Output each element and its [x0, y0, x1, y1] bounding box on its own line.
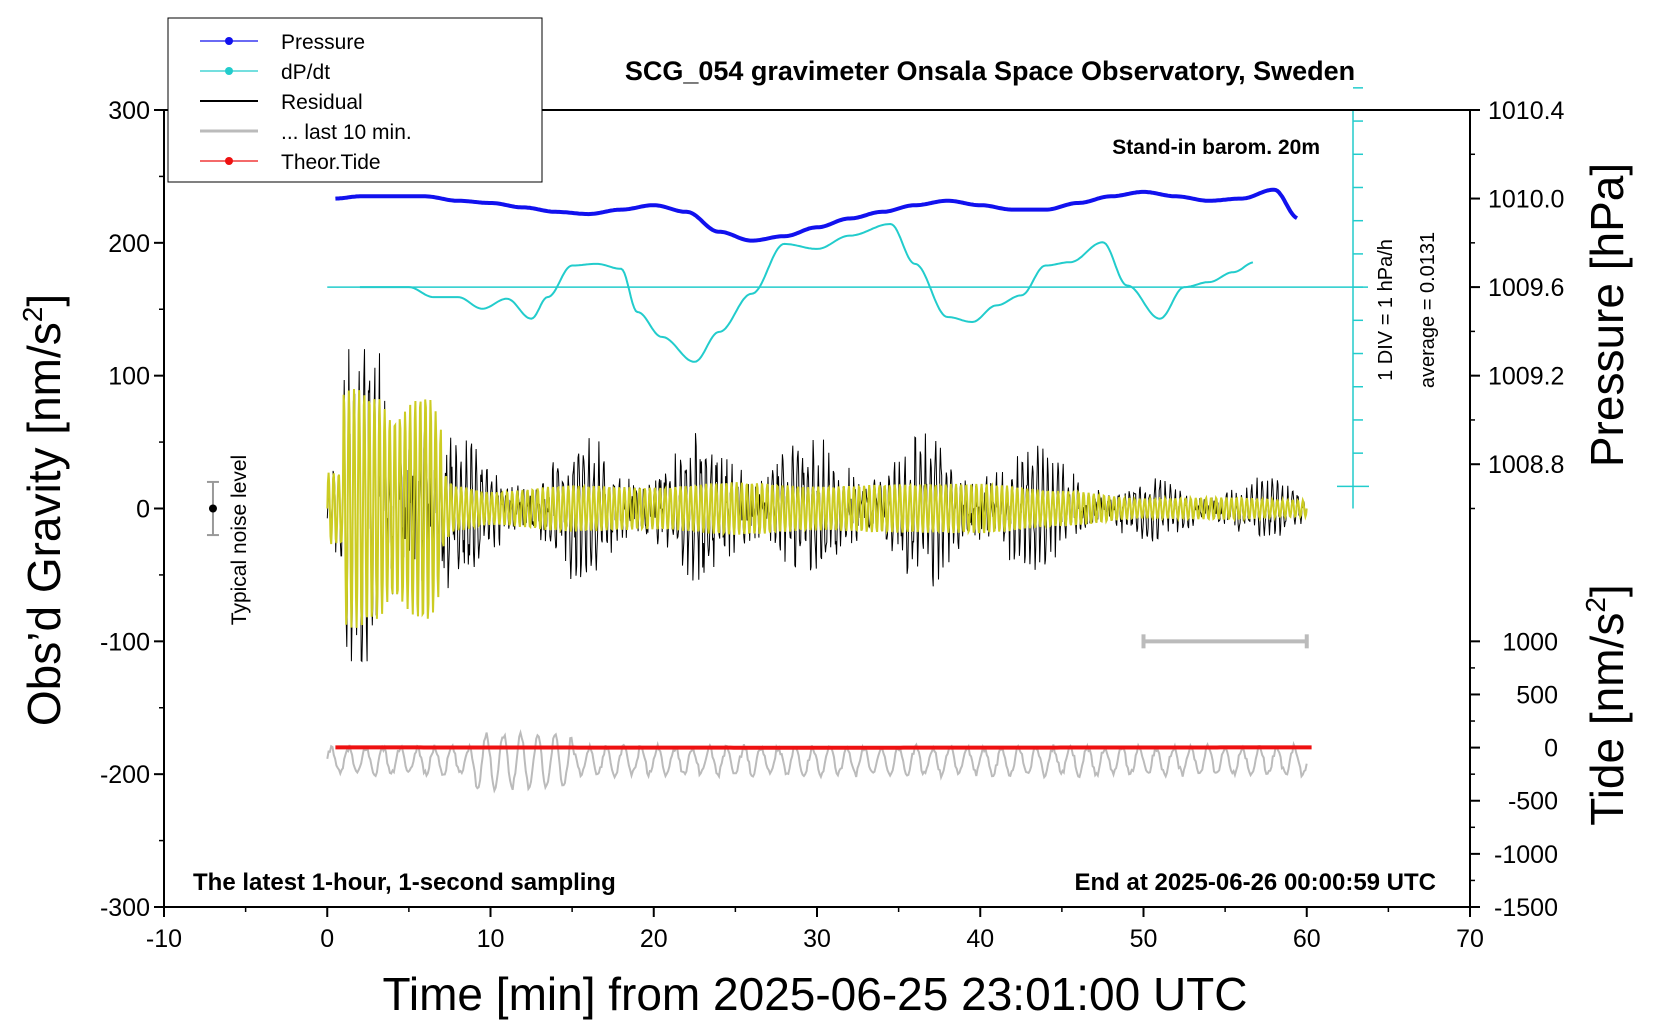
- last10-line: [327, 733, 1306, 791]
- y-tick-label: 0: [136, 496, 150, 524]
- tide-axis-label-sup: 2: [1580, 597, 1611, 613]
- residual-filtered-line: [327, 389, 1306, 628]
- tide-axis-label-close: ]: [1581, 584, 1633, 597]
- div-annotation: 1 DIV = 1 hPa/h: [1375, 239, 1397, 381]
- dpdt-line: [360, 224, 1253, 362]
- pressure-tick-label: 1010.4: [1488, 97, 1565, 125]
- y-tick-label: -300: [100, 894, 150, 922]
- legend-label: ... last 10 min.: [281, 121, 412, 144]
- noise-annotation: Typical noise level: [228, 455, 251, 625]
- tide-tick-label: -1500: [1494, 894, 1558, 922]
- tide-tick-label: 0: [1544, 735, 1558, 763]
- tide-axis-label: Tide [nm/s2]: [1580, 584, 1633, 825]
- tide-tick-label: 500: [1516, 681, 1558, 709]
- legend-marker: [225, 37, 233, 45]
- x-tick-label: 20: [640, 925, 668, 953]
- x-tick-label: 60: [1293, 925, 1321, 953]
- y-axis-label-sup: 2: [17, 307, 48, 323]
- stand-in-annotation: Stand-in barom. 20m: [1112, 136, 1320, 159]
- pressure-axis-label: Pressure [hPa]: [1581, 163, 1633, 467]
- pressure-tick-label: 1009.2: [1488, 363, 1564, 391]
- tide-tick-label: 1000: [1502, 628, 1558, 656]
- legend-label: dP/dt: [281, 61, 330, 84]
- y-axis-label-close: ]: [18, 294, 70, 307]
- y-tick-label: -100: [100, 628, 150, 656]
- tide-axis-label-main: Tide [nm/s: [1581, 613, 1633, 826]
- legend-label: Pressure: [281, 31, 365, 54]
- legend-label: Residual: [281, 91, 363, 114]
- series-layer: [207, 88, 1369, 791]
- pressure-line: [335, 190, 1297, 241]
- end-at-annotation: End at 2025-06-26 00:00:59 UTC: [1075, 869, 1437, 896]
- y-axis-label-main: Obs’d Gravity [nm/s: [18, 322, 70, 726]
- y-tick-label: 300: [108, 97, 150, 125]
- pressure-tick-label: 1008.8: [1488, 451, 1564, 479]
- noise-dot: [209, 505, 217, 513]
- x-tick-label: -10: [146, 925, 182, 953]
- legend-marker: [225, 67, 233, 75]
- pressure-tick-label: 1009.6: [1488, 274, 1564, 302]
- chart-title: SCG_054 gravimeter Onsala Space Observat…: [625, 56, 1355, 86]
- x-tick-label: 0: [320, 925, 334, 953]
- x-tick-label: 40: [966, 925, 994, 953]
- x-tick-label: 10: [477, 925, 505, 953]
- tide-tick-label: -500: [1508, 788, 1558, 816]
- y-axis-label: Obs’d Gravity [nm/s2]: [17, 294, 70, 726]
- latest-annotation: The latest 1-hour, 1-second sampling: [193, 869, 616, 896]
- y-tick-label: 100: [108, 363, 150, 391]
- legend-marker: [225, 157, 233, 165]
- legend-label: Theor.Tide: [281, 151, 381, 174]
- y-tick-label: -200: [100, 761, 150, 789]
- x-axis-label: Time [min] from 2025-06-25 23:01:00 UTC: [383, 968, 1248, 1020]
- x-tick-label: 70: [1456, 925, 1484, 953]
- legend: Pressure dP/dt Residual ... last 10 min. The…: [168, 18, 542, 182]
- x-tick-label: 30: [803, 925, 831, 953]
- x-tick-label: 50: [1130, 925, 1158, 953]
- tide-tick-label: -1000: [1494, 841, 1558, 869]
- average-annotation: average = 0.0131: [1417, 232, 1439, 388]
- pressure-tick-label: 1010.0: [1488, 186, 1564, 214]
- y-tick-label: 200: [108, 230, 150, 258]
